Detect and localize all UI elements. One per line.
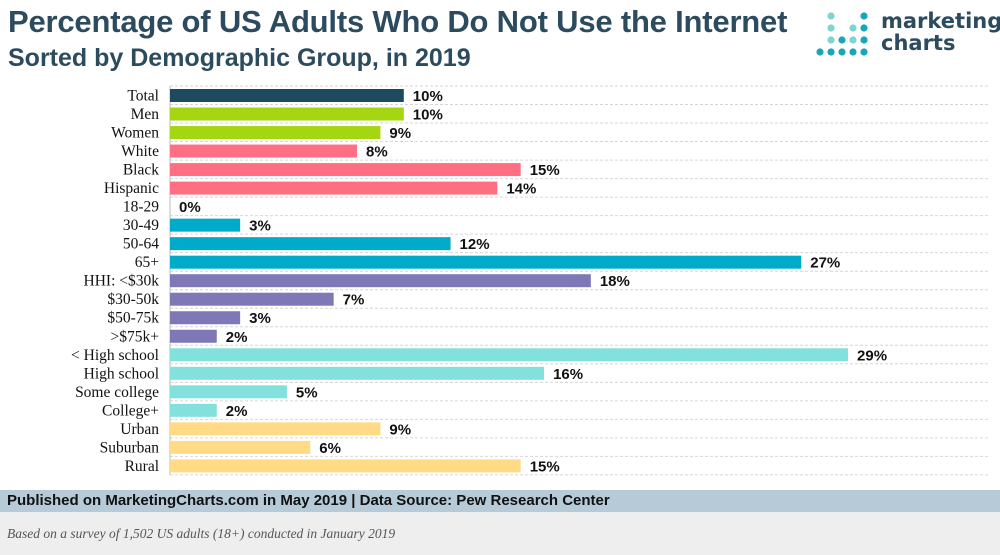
marketingcharts-logo[interactable]: marketing charts bbox=[815, 10, 1000, 60]
bar bbox=[170, 459, 521, 473]
value-label: 10% bbox=[413, 88, 443, 105]
category-label: College+ bbox=[102, 402, 159, 419]
category-label: Hispanic bbox=[104, 180, 159, 197]
bar bbox=[170, 181, 498, 195]
value-label: 7% bbox=[343, 292, 365, 309]
category-label: Urban bbox=[120, 421, 159, 438]
value-label: 9% bbox=[389, 125, 411, 142]
value-label: 15% bbox=[530, 458, 560, 475]
category-label: $30-50k bbox=[107, 291, 159, 308]
logo-dot bbox=[827, 36, 835, 44]
logo-dot bbox=[849, 24, 857, 32]
chart-subtitle: Sorted by Demographic Group, in 2019 bbox=[8, 44, 471, 72]
value-label: 27% bbox=[810, 255, 840, 272]
bar bbox=[170, 292, 334, 306]
category-label: 18-29 bbox=[123, 199, 159, 216]
category-label: 50-64 bbox=[123, 236, 159, 253]
value-label: 5% bbox=[296, 384, 318, 401]
bar bbox=[170, 255, 802, 269]
bar bbox=[170, 403, 217, 417]
bar bbox=[170, 89, 404, 102]
value-label: 3% bbox=[249, 310, 271, 327]
logo-dot bbox=[860, 24, 868, 32]
bar bbox=[170, 126, 381, 140]
category-label: Men bbox=[131, 106, 160, 123]
bar bbox=[170, 385, 287, 399]
value-label: 16% bbox=[553, 366, 583, 383]
logo-dot bbox=[838, 48, 846, 56]
survey-note: Based on a survey of 1,502 US adults (18… bbox=[0, 512, 1000, 555]
logo-dot bbox=[849, 48, 857, 56]
value-label: 15% bbox=[530, 162, 560, 179]
category-label: $50-75k bbox=[107, 310, 159, 327]
category-label: 65+ bbox=[135, 254, 159, 271]
value-label: 9% bbox=[389, 421, 411, 438]
logo-dot bbox=[827, 24, 835, 32]
bar bbox=[170, 107, 404, 121]
bar bbox=[170, 218, 241, 232]
bar bbox=[170, 144, 358, 158]
bar bbox=[170, 311, 241, 325]
logo-dot bbox=[838, 36, 846, 44]
category-label: >$75k+ bbox=[111, 328, 159, 345]
bar-chart: Total 10% Men 10% Women 9% White 8% Black 15% Hisp… bbox=[71, 85, 990, 476]
logo-dot bbox=[816, 48, 824, 56]
chart-title: Percentage of US Adults Who Do Not Use t… bbox=[8, 4, 788, 39]
logo-dots-icon bbox=[816, 12, 868, 56]
value-label: 12% bbox=[460, 236, 490, 253]
bar bbox=[170, 366, 545, 380]
value-label: 29% bbox=[857, 347, 887, 364]
logo-dot bbox=[827, 12, 835, 20]
source-footer: Published on MarketingCharts.com in May … bbox=[0, 490, 1000, 512]
logo-dot bbox=[827, 48, 835, 56]
category-label: Suburban bbox=[100, 439, 160, 456]
logo-dot bbox=[860, 36, 868, 44]
logo-line-2: charts bbox=[881, 31, 956, 55]
value-label: 6% bbox=[319, 440, 341, 457]
category-label: High school bbox=[84, 365, 159, 382]
bar bbox=[170, 440, 311, 454]
gridlines bbox=[170, 85, 990, 476]
category-label: < High school bbox=[71, 347, 159, 364]
value-label: 14% bbox=[506, 181, 536, 198]
value-label: 10% bbox=[413, 107, 443, 124]
logo-line-1: marketing bbox=[881, 9, 1000, 33]
value-label: 3% bbox=[249, 218, 271, 235]
category-label: Women bbox=[111, 125, 159, 142]
bar bbox=[170, 329, 217, 343]
category-label: Total bbox=[127, 88, 159, 105]
bar bbox=[170, 237, 451, 251]
logo-wordmark: marketing charts bbox=[881, 10, 1000, 54]
category-label: White bbox=[121, 143, 159, 160]
category-label: 30-49 bbox=[123, 217, 159, 234]
bar bbox=[170, 422, 381, 436]
logo-dot bbox=[849, 36, 857, 44]
category-label: HHI: <$30k bbox=[84, 273, 160, 290]
bar bbox=[170, 274, 591, 288]
category-label: Black bbox=[123, 162, 159, 179]
value-label: 0% bbox=[179, 199, 201, 216]
logo-dot bbox=[860, 48, 868, 56]
category-label: Some college bbox=[75, 384, 159, 401]
category-label: Rural bbox=[125, 458, 159, 475]
value-label: 2% bbox=[226, 403, 248, 420]
bar bbox=[170, 348, 849, 362]
bar bbox=[170, 163, 521, 177]
logo-dot bbox=[860, 12, 868, 20]
value-label: 18% bbox=[600, 273, 630, 290]
value-label: 2% bbox=[226, 329, 248, 346]
value-label: 8% bbox=[366, 144, 388, 161]
